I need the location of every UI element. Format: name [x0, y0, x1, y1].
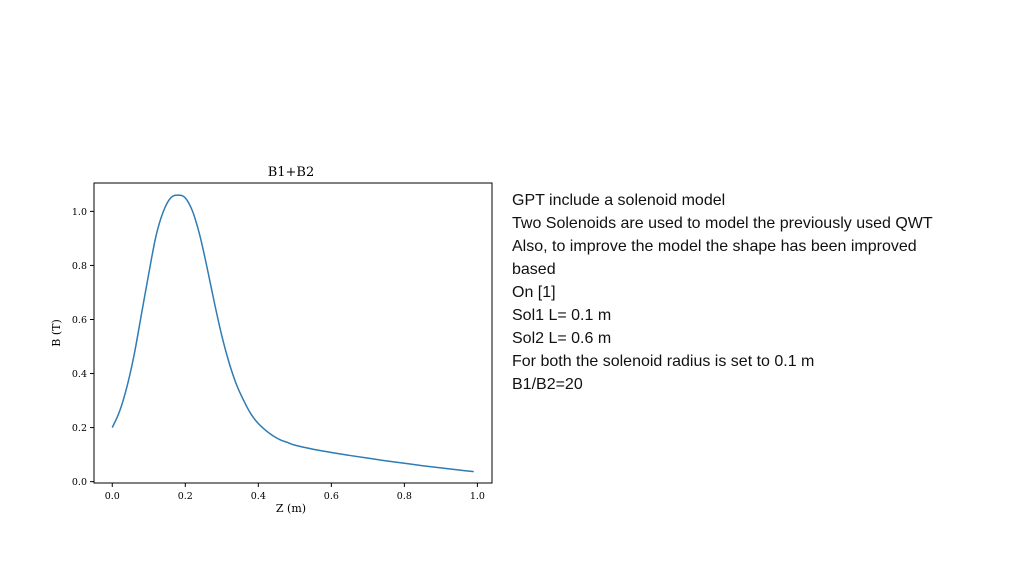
x-tick-label: 0.6	[324, 491, 339, 502]
y-tick-label: 0.6	[72, 315, 87, 326]
y-axis-label: B (T)	[50, 319, 63, 347]
x-axis-label: Z (m)	[276, 502, 306, 515]
y-tick-label: 1.0	[72, 207, 87, 218]
notes-line: Sol2 L= 0.6 m	[512, 330, 612, 347]
x-axis: 0.0 0.2 0.4 0.6 0.8 1.0	[105, 483, 485, 502]
y-axis: 0.0 0.2 0.4 0.6 0.8 1.0	[72, 207, 94, 488]
notes-line: B1/B2=20	[512, 376, 583, 393]
series-line-b1-b2	[111, 194, 474, 473]
y-tick-label: 0.8	[72, 261, 87, 272]
notes-line: Two Solenoids are used to model the prev…	[512, 215, 933, 232]
y-tick-label: 0.0	[72, 477, 87, 488]
x-tick-label: 0.4	[251, 491, 266, 502]
notes-text-block: GPT include a solenoid model Two Solenoid…	[512, 189, 1002, 396]
notes-line: On [1]	[512, 284, 556, 301]
line-chart: B1+B2 0.0 0.2 0.4 0.6 0.8 1.0 0.0 0.2 0.4 0.6 0.8…	[50, 165, 493, 515]
notes-line: Sol1 L= 0.1 m	[512, 307, 612, 324]
y-tick-label: 0.4	[72, 369, 87, 380]
x-tick-label: 0.0	[105, 491, 120, 502]
x-tick-label: 0.8	[397, 491, 412, 502]
plot-frame	[93, 182, 493, 484]
x-tick-label: 0.2	[178, 491, 193, 502]
y-tick-label: 0.2	[72, 423, 87, 434]
x-tick-label: 1.0	[470, 491, 485, 502]
notes-line: based	[512, 261, 556, 278]
chart-title: B1+B2	[268, 165, 315, 180]
notes-line: For both the solenoid radius is set to 0…	[512, 353, 815, 370]
notes-line: GPT include a solenoid model	[512, 192, 726, 209]
notes-line: Also, to improve the model the shape has…	[512, 238, 917, 255]
